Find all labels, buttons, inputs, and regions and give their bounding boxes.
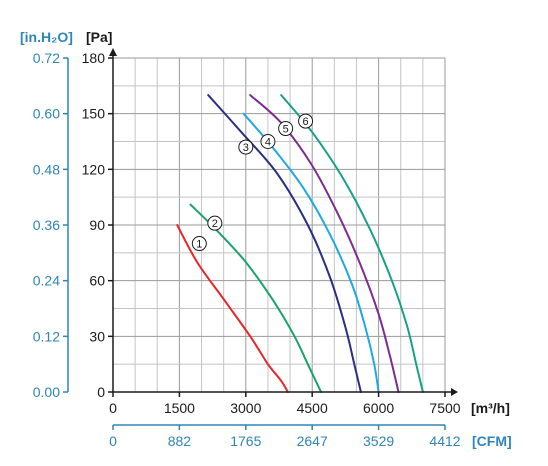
series-curve-1 <box>176 224 289 393</box>
y-tick-label: 150 <box>82 106 106 122</box>
axes: 00.00300.12600.24900.361200.481500.60180… <box>20 29 512 449</box>
x-tick-label: 7500 <box>429 400 460 416</box>
y-tick-label: 0 <box>97 384 105 400</box>
y-secondary-tick-label: 0.48 <box>33 161 60 177</box>
curve-label-3: 3 <box>243 142 249 154</box>
y-axis-arrow <box>109 48 117 56</box>
series-curve-4 <box>242 112 380 393</box>
x-secondary-tick-label: 3529 <box>363 433 394 449</box>
curve-label-circle-2 <box>207 215 223 231</box>
y-secondary-tick-label: 0.12 <box>33 328 60 344</box>
series-curve-6 <box>280 94 424 393</box>
series-curve-2 <box>189 203 323 393</box>
y-unit-label: [Pa] <box>86 29 112 45</box>
x-tick-label: 3000 <box>230 400 261 416</box>
x-secondary-unit-label: [CFM] <box>472 433 512 449</box>
curve-label-4: 4 <box>265 137 271 149</box>
x-tick-label: 4500 <box>297 400 328 416</box>
x-secondary-tick-label: 4412 <box>429 433 460 449</box>
series-curve-3 <box>207 94 362 393</box>
x-unit-label: [m³/h] <box>471 400 510 416</box>
y-tick-label: 90 <box>89 217 105 233</box>
x-tick-label: 1500 <box>164 400 195 416</box>
curve-label-circle-1 <box>191 236 207 252</box>
curve-labels: 12 3 45 6 <box>191 113 314 252</box>
x-tick-label: 6000 <box>363 400 394 416</box>
y-tick-label: 30 <box>89 328 105 344</box>
x-tick-label: 0 <box>109 400 117 416</box>
curve-label-5: 5 <box>283 124 289 136</box>
curve-label-6: 6 <box>302 116 308 128</box>
y-tick-label: 120 <box>82 161 106 177</box>
x-secondary-tick-label: 2647 <box>297 433 328 449</box>
x-secondary-tick-label: 882 <box>168 433 192 449</box>
y-secondary-tick-label: 0.00 <box>33 384 60 400</box>
curve-label-2: 2 <box>212 218 218 230</box>
y-tick-label: 60 <box>89 273 105 289</box>
y-secondary-tick-label: 0.36 <box>33 217 60 233</box>
curve-label-circle-3 <box>238 139 254 155</box>
x-axis-arrow <box>451 388 458 396</box>
curve-label-circle-4 <box>260 134 276 149</box>
y-secondary-tick-label: 0.24 <box>33 273 60 289</box>
x-secondary-tick-label: 1765 <box>230 433 261 449</box>
y-secondary-tick-label: 0.60 <box>33 106 60 122</box>
x-secondary-tick-label: 0 <box>109 433 117 449</box>
curve-label-circle-6 <box>298 113 314 129</box>
y-secondary-tick-label: 0.72 <box>33 50 60 66</box>
curve-label-1: 1 <box>196 239 202 251</box>
y-secondary-unit-label: [in.H₂O] <box>20 29 73 45</box>
series-curves <box>176 94 424 393</box>
y-tick-label: 180 <box>82 50 106 66</box>
grid <box>113 57 446 392</box>
curve-label-circle-5 <box>278 121 294 137</box>
